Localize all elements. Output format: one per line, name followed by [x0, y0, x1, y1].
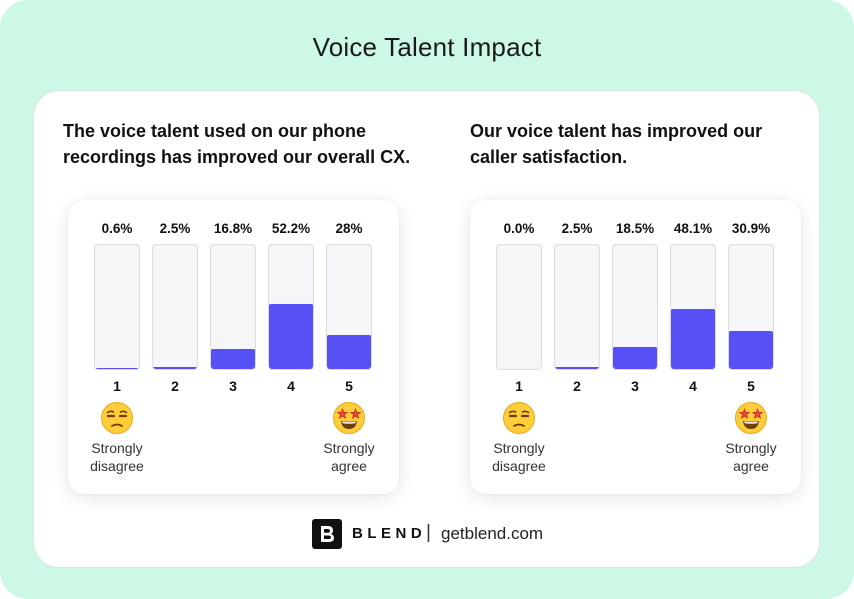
chart-2-bar-4 — [671, 309, 715, 369]
chart-1-value-label-4: 52.2% — [271, 221, 311, 236]
unamused-face-icon — [100, 401, 134, 435]
chart-2-title: Our voice talent has improved our caller… — [470, 121, 763, 167]
chart-1-category-label-1: 1 — [113, 378, 121, 394]
unamused-face-icon — [502, 401, 536, 435]
chart-1-high-anchor-label: Strongly agree — [323, 440, 375, 474]
chart-1-bar-3 — [211, 348, 255, 369]
chart-2-bar-track-5 — [728, 244, 774, 370]
chart-1-bar-2 — [153, 366, 197, 369]
chart-1-value-label-1: 0.6% — [101, 221, 133, 236]
chart-2-category-label-4: 4 — [689, 378, 697, 394]
chart-2-category-label-3: 3 — [631, 378, 639, 394]
chart-1-category-label-3: 3 — [229, 378, 237, 394]
chart-1-category-label-4: 4 — [287, 378, 295, 394]
chart-2-bar-3 — [613, 346, 657, 369]
chart-1-panel: 0.6% 1 2.5% 2 16.8% 3 52.2% 4 28% 5 Strongly disag… — [68, 200, 399, 494]
chart-1-category-label-2: 2 — [171, 378, 179, 394]
brand-name: BLEND — [352, 525, 427, 542]
chart-1-bar-track-5 — [326, 244, 372, 370]
chart-1-bar-track-2 — [152, 244, 198, 370]
chart-2-value-label-5: 30.9% — [731, 221, 771, 236]
chart-1-value-label-2: 2.5% — [159, 221, 191, 236]
chart-2-bar-5 — [729, 331, 773, 369]
chart-2-value-label-4: 48.1% — [673, 221, 713, 236]
star-struck-face-icon — [332, 401, 366, 435]
chart-1-bar-1 — [95, 367, 139, 369]
chart-1-value-label-5: 28% — [335, 221, 363, 236]
chart-2-value-label-3: 18.5% — [615, 221, 655, 236]
footer-separator: | — [426, 522, 431, 543]
chart-2-category-label-5: 5 — [747, 378, 755, 394]
footer: BLEND | getblend.com — [34, 519, 821, 549]
chart-2-bar-track-3 — [612, 244, 658, 370]
chart-1-bar-track-4 — [268, 244, 314, 370]
chart-2-category-label-2: 2 — [573, 378, 581, 394]
chart-2-value-label-2: 2.5% — [561, 221, 593, 236]
chart-2-panel: 0.0% 1 2.5% 2 18.5% 3 48.1% 4 30.9% 5 Strongly dis… — [470, 200, 801, 494]
chart-1-title: The voice talent used on our phone recor… — [63, 121, 411, 167]
star-struck-face-icon — [734, 401, 768, 435]
chart-1-category-label-5: 5 — [345, 378, 353, 394]
chart-1-bar-track-3 — [210, 244, 256, 370]
chart-2-category-label-1: 1 — [515, 378, 523, 394]
chart-2-value-label-1: 0.0% — [503, 221, 535, 236]
blend-logo-icon — [312, 519, 342, 549]
page-title: Voice Talent Impact — [312, 32, 542, 62]
chart-1-bar-5 — [327, 334, 371, 369]
chart-2-high-anchor-label: Strongly agree — [725, 440, 777, 474]
chart-1-bar-track-1 — [94, 244, 140, 370]
chart-2-bar-track-4 — [670, 244, 716, 370]
chart-2-bar-track-1 — [496, 244, 542, 370]
chart-1-bar-4 — [269, 304, 313, 369]
chart-2-bar-2 — [555, 366, 599, 369]
website-link[interactable]: getblend.com — [441, 524, 544, 543]
chart-2-bar-track-2 — [554, 244, 600, 370]
chart-1-value-label-3: 16.8% — [213, 221, 253, 236]
chart-1-low-anchor-label: Strongly disagree — [90, 440, 144, 474]
content-card: The voice talent used on our phone recor… — [33, 90, 820, 568]
chart-2-low-anchor-label: Strongly disagree — [492, 440, 546, 474]
